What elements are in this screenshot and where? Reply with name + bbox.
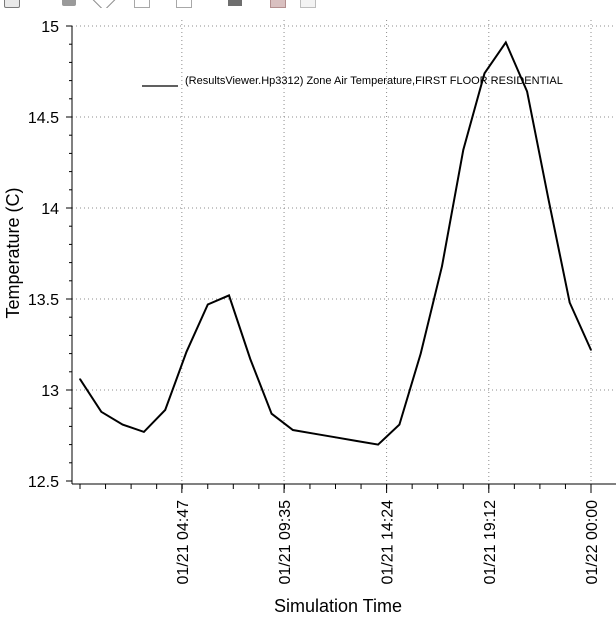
- data-point: [462, 148, 465, 151]
- y-tick-label: 13: [41, 383, 59, 400]
- y-tick-label: 12.5: [28, 474, 59, 491]
- data-point: [121, 423, 124, 426]
- data-point: [377, 443, 379, 446]
- data-point: [355, 440, 358, 442]
- data-point: [100, 411, 103, 413]
- data-point: [568, 301, 571, 304]
- select-pointer-icon[interactable]: [4, 0, 20, 8]
- x-tick-label: 01/22 00:00: [584, 500, 601, 585]
- y-axis-ticks: 12.5 13 13.5 14 14.5 15: [28, 19, 72, 491]
- data-point: [164, 409, 166, 411]
- data-point: [292, 429, 294, 431]
- toolbar: [0, 0, 616, 8]
- x-axis-label: Simulation Time: [274, 596, 402, 616]
- data-point: [526, 90, 528, 93]
- data-point: [590, 349, 592, 351]
- legend: (ResultsViewer.Hp3312) Zone Air Temperat…: [142, 75, 563, 87]
- x-tick-label: 01/21 19:12: [482, 500, 499, 585]
- y-axis-label: Temperature (C): [3, 187, 23, 318]
- legend-label: (ResultsViewer.Hp3312) Zone Air Temperat…: [185, 75, 563, 87]
- x-axis-ticks: 01/21 04:47 01/21 09:35 01/21 14:24 01/21 1…: [79, 484, 601, 585]
- y-tick-label: 13.5: [28, 292, 59, 309]
- y-tick-label: 14.5: [28, 110, 59, 127]
- data-point: [185, 350, 188, 353]
- edit-icon[interactable]: [62, 0, 76, 6]
- series-group: [79, 40, 592, 446]
- data-point: [270, 412, 273, 415]
- data-point: [441, 265, 443, 268]
- data-point: [483, 72, 486, 75]
- print-icon[interactable]: [300, 0, 316, 8]
- data-point: [419, 352, 422, 355]
- data-point: [313, 432, 316, 435]
- y-tick-label: 14: [41, 201, 59, 218]
- x-tick-label: 01/21 14:24: [380, 500, 397, 585]
- zoom-out-icon[interactable]: [176, 0, 192, 8]
- series-line: [79, 40, 592, 446]
- y-tick-label: 15: [41, 19, 59, 36]
- x-tick-label: 01/21 09:35: [277, 500, 294, 585]
- data-point: [228, 294, 230, 297]
- x-tick-label: 01/21 04:47: [175, 500, 192, 585]
- data-point: [249, 358, 252, 360]
- pan-icon[interactable]: [92, 0, 116, 8]
- data-point: [398, 423, 401, 426]
- data-point: [505, 41, 507, 44]
- grid-lines: [72, 20, 616, 484]
- save-icon[interactable]: [228, 0, 242, 6]
- data-point: [547, 198, 550, 200]
- data-point: [206, 303, 209, 306]
- data-point: [143, 431, 145, 433]
- zoom-in-icon[interactable]: [134, 0, 150, 8]
- data-point: [79, 378, 81, 380]
- data-point: [334, 436, 337, 439]
- export-image-icon[interactable]: [270, 0, 286, 8]
